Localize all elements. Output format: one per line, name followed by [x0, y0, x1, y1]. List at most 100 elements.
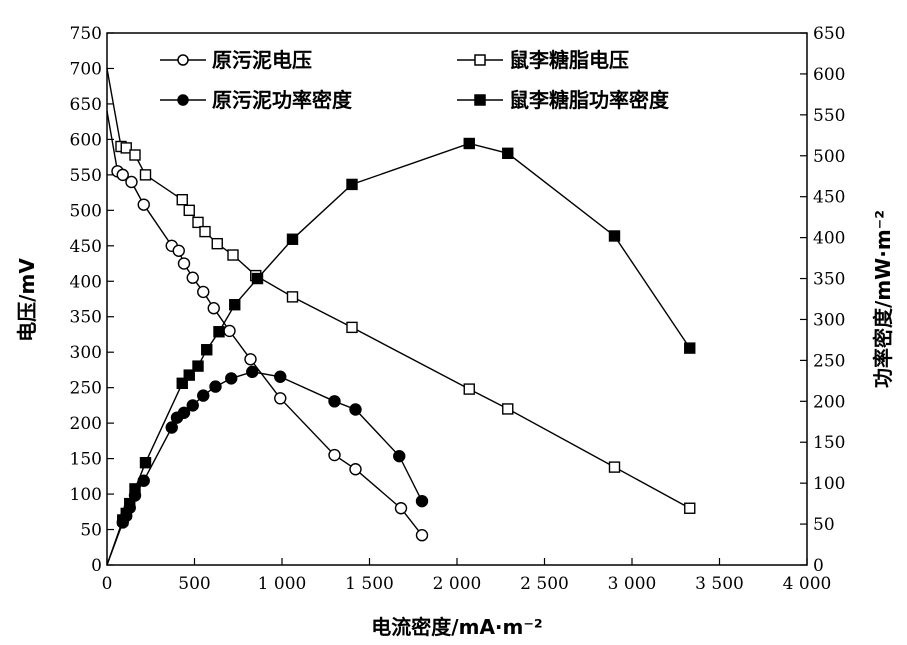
- series-0-point-4: [137, 198, 150, 211]
- series-2-point-9: [186, 399, 199, 412]
- left-y-axis-title: 电压/mV: [15, 258, 39, 342]
- left-y-tick-label-11: 550: [70, 166, 102, 186]
- right-y-tick-label-1: 50: [813, 515, 835, 535]
- series-3-point-2: [120, 507, 132, 520]
- series-2-point-16: [349, 403, 362, 416]
- legend-marker-3: [474, 94, 486, 106]
- x-tick-label-4: 2 000: [433, 574, 482, 594]
- legend-label-3: 鼠李糖脂功率密度: [509, 88, 670, 112]
- series-0-point-3: [125, 175, 138, 189]
- left-y-tick-label-15: 750: [70, 24, 102, 44]
- left-y-tick-label-10: 500: [70, 201, 102, 221]
- series-1-point-6: [183, 204, 195, 217]
- x-tick-label-5: 2 500: [520, 574, 569, 594]
- series-2-point-8: [177, 406, 191, 419]
- series-1-point-3: [129, 149, 141, 161]
- plot-area-frame: [106, 32, 808, 566]
- series-1-point-2: [120, 142, 132, 154]
- left-y-axis-ticks: 0 50 100 150 200 250 300 350 400 450 500 550 600 650 7…: [70, 24, 114, 576]
- left-y-tick-label-3: 150: [70, 450, 102, 470]
- series-3-point-15: [463, 137, 475, 150]
- right-y-tick-label-4: 200: [813, 392, 845, 412]
- series-3-point-12: [251, 272, 264, 285]
- right-y-tick-label-7: 350: [813, 270, 845, 290]
- left-y-tick-label-4: 200: [70, 414, 102, 434]
- series-0-point-12: [244, 353, 257, 366]
- left-y-tick-label-12: 600: [70, 130, 102, 150]
- series-2: [106, 365, 429, 566]
- x-tick-label-8: 4 000: [783, 574, 832, 594]
- series-1-point-10: [227, 249, 239, 261]
- series-1-point-4: [139, 169, 152, 181]
- right-y-tick-label-5: 250: [813, 351, 845, 371]
- series-3-point-4: [129, 483, 141, 495]
- series-2-point-17: [393, 449, 406, 463]
- series-2-point-11: [209, 380, 222, 393]
- series-1-point-13: [346, 321, 358, 334]
- series-0-point-2: [116, 168, 129, 182]
- series-1-point-17: [684, 502, 696, 514]
- right-y-tick-label-10: 500: [813, 147, 845, 167]
- series-1-point-14: [463, 383, 475, 395]
- x-tick-label-0: 0: [102, 574, 113, 594]
- series-3-point-11: [229, 299, 241, 311]
- right-y-tick-label-0: 0: [813, 556, 824, 576]
- left-y-tick-label-1: 50: [80, 521, 102, 541]
- series-3-point-6: [176, 377, 188, 390]
- legend-item-0: 原污泥电压: [160, 48, 312, 72]
- series-0-point-8: [186, 271, 199, 284]
- left-y-tick-label-5: 250: [70, 379, 102, 399]
- right-y-tick-label-6: 300: [813, 310, 845, 330]
- left-y-tick-label-0: 0: [91, 556, 102, 576]
- left-y-tick-label-7: 350: [70, 308, 102, 328]
- series-1-point-9: [211, 237, 223, 250]
- x-axis-title: 电流密度/mA·m⁻²: [371, 615, 542, 639]
- series-3: [106, 137, 696, 566]
- series-1-point-12: [286, 291, 299, 303]
- series-layer: [106, 68, 696, 566]
- legend-marker-0: [177, 54, 189, 66]
- legend-label-1: 鼠李糖脂电压: [509, 48, 629, 72]
- series-2-point-18: [415, 494, 429, 508]
- series-2-point-10: [197, 389, 210, 402]
- right-y-tick-label-3: 150: [813, 433, 845, 453]
- series-0-point-14: [328, 448, 341, 462]
- series-2-point-15: [328, 395, 341, 408]
- left-y-tick-label-8: 400: [70, 272, 102, 292]
- series-0-point-13: [274, 392, 287, 405]
- series-line-2: [106, 371, 423, 566]
- series-1-point-8: [199, 225, 211, 238]
- series-3-point-8: [192, 360, 204, 372]
- series-0-point-17: [415, 529, 429, 542]
- legend-label-2: 原污泥功率密度: [212, 88, 353, 112]
- left-y-tick-label-13: 650: [70, 95, 102, 115]
- series-3-point-5: [139, 456, 152, 469]
- series-3-point-10: [213, 326, 225, 338]
- series-line-0: [106, 110, 423, 536]
- legend-label-0: 原污泥电压: [212, 48, 312, 72]
- series-2-point-14: [274, 370, 287, 383]
- right-y-tick-label-11: 550: [813, 106, 845, 126]
- left-y-tick-label-9: 450: [70, 237, 102, 257]
- series-0-point-7: [177, 257, 191, 270]
- x-tick-label-1: 500: [178, 574, 210, 594]
- left-y-tick-label-2: 100: [70, 485, 102, 505]
- x-tick-label-7: 3 500: [695, 574, 744, 594]
- series-0-point-6: [172, 244, 185, 257]
- series-1-point-5: [176, 193, 188, 206]
- series-0-point-16: [394, 502, 408, 515]
- series-0-point-15: [349, 463, 362, 476]
- series-0-point-10: [207, 302, 220, 315]
- x-tick-label-6: 3 000: [608, 574, 657, 594]
- series-3-point-18: [684, 342, 696, 354]
- legend-item-2: 原污泥功率密度: [160, 88, 353, 112]
- right-y-tick-label-12: 600: [813, 65, 845, 85]
- right-y-axis-title: 功率密度/mW·m⁻²: [871, 210, 895, 388]
- series-1-point-16: [608, 461, 621, 473]
- series-2-point-13: [246, 365, 259, 379]
- legend: 原污泥电压 鼠李糖脂电压 原污泥功率密度 鼠李糖脂功率密度: [160, 48, 670, 112]
- x-axis-ticks: 0 500 1 000 1 500 2 000 2 500 3 000 3 500 4 000: [102, 558, 832, 594]
- series-0-point-9: [197, 285, 210, 299]
- series-3-point-13: [286, 233, 299, 245]
